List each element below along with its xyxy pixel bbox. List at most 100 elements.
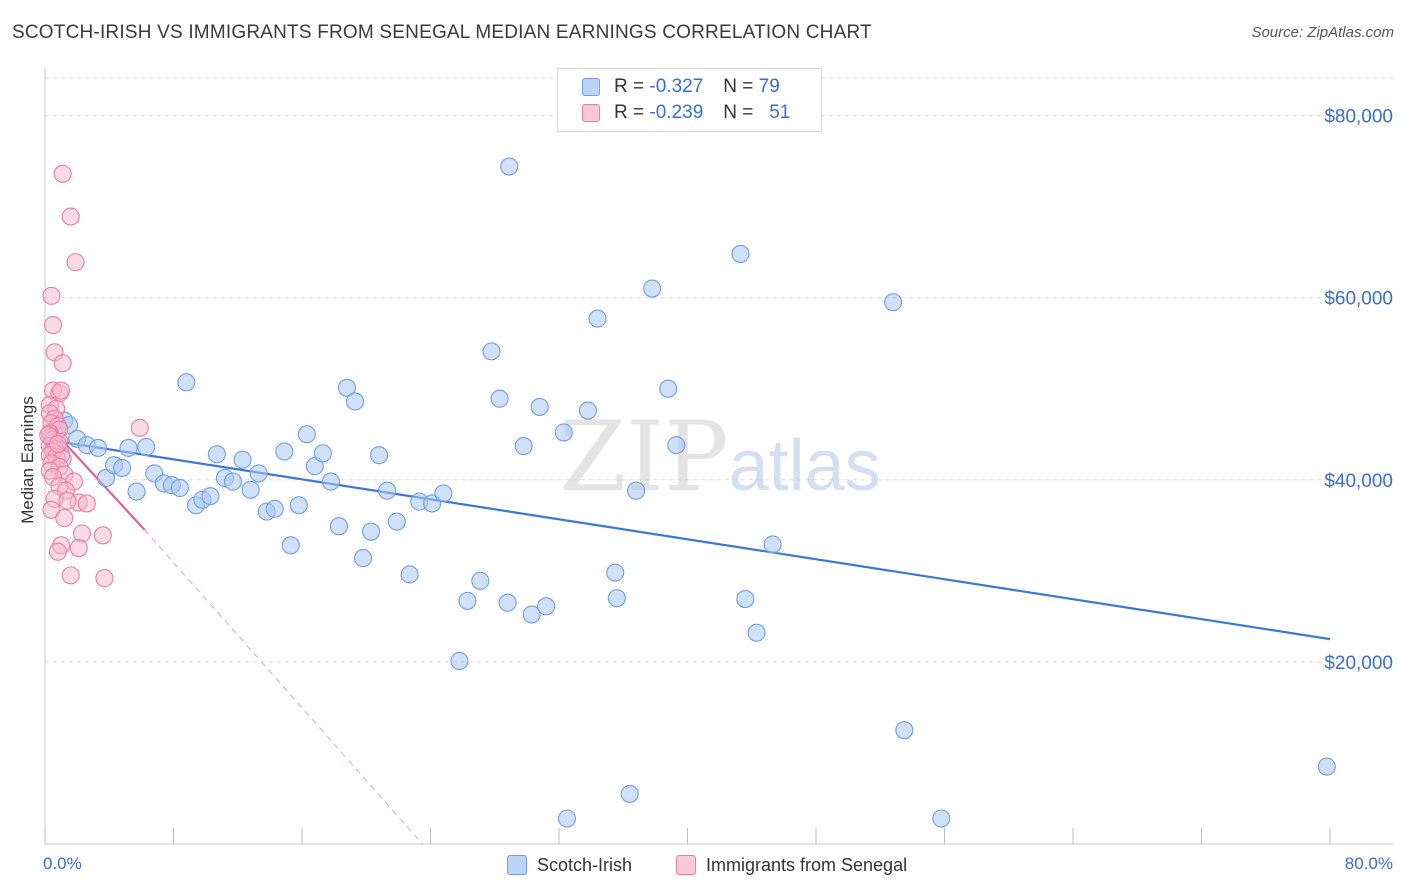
data-point-scotch-irish <box>119 438 138 457</box>
data-point-scotch-irish <box>500 157 519 176</box>
data-point-scotch-irish <box>607 589 626 608</box>
data-point-scotch-irish <box>223 472 242 491</box>
legend-n-value: 51 <box>769 102 791 123</box>
data-point-scotch-irish <box>207 445 226 464</box>
x-tick-labels: 0.0% 80.0% <box>43 854 1393 873</box>
data-point-senegal <box>130 418 149 437</box>
x-tick-label: 0.0% <box>43 854 82 873</box>
data-point-senegal <box>61 207 80 226</box>
data-point-scotch-irish <box>297 425 316 444</box>
legend-swatch-pink <box>582 104 600 122</box>
data-point-scotch-irish <box>522 605 541 624</box>
data-point-scotch-irish <box>659 379 678 398</box>
data-point-scotch-irish <box>763 535 782 554</box>
trend-line-senegal-dashed <box>144 529 423 845</box>
data-point-scotch-irish <box>627 481 646 500</box>
data-point-scotch-irish <box>884 293 903 312</box>
watermark-atlas: atlas <box>729 426 881 506</box>
legend-n-value: 79 <box>758 76 780 97</box>
data-point-scotch-irish <box>498 593 517 612</box>
data-point-scotch-irish <box>747 623 766 642</box>
data-point-scotch-irish <box>667 436 686 455</box>
data-point-senegal <box>55 508 74 528</box>
series-senegal <box>39 164 149 588</box>
data-point-senegal <box>43 315 63 335</box>
data-point-scotch-irish <box>275 442 294 461</box>
legend-n-label: N = <box>723 102 754 123</box>
source-credit: Source: ZipAtlas.com <box>1251 24 1394 41</box>
data-point-senegal <box>93 526 112 545</box>
data-point-scotch-irish <box>233 450 252 469</box>
data-point-scotch-irish <box>423 494 442 513</box>
data-point-scotch-irish <box>643 279 662 298</box>
data-point-scotch-irish <box>530 397 549 416</box>
y-tick-labels: $20,000 $40,000 $60,000 $80,000 <box>1324 107 1393 674</box>
legend-n-label: N = <box>723 76 754 97</box>
data-point-scotch-irish <box>353 549 373 568</box>
bottom-swatch-pink <box>676 855 696 875</box>
series-scotch-irish <box>43 157 1336 828</box>
data-point-scotch-irish <box>895 721 914 740</box>
data-point-scotch-irish <box>337 378 357 397</box>
data-point-scotch-irish <box>490 389 509 408</box>
data-point-senegal <box>77 494 96 513</box>
data-point-scotch-irish <box>113 458 132 477</box>
y-tick-label: $20,000 <box>1324 653 1393 674</box>
data-point-senegal <box>52 381 71 400</box>
data-point-scotch-irish <box>289 496 308 515</box>
data-point-scotch-irish <box>620 784 639 803</box>
data-point-scotch-irish <box>606 563 625 582</box>
data-point-scotch-irish <box>471 571 490 590</box>
legend-row-scotch-irish: R = -0.327 N = 79 <box>582 74 780 100</box>
data-point-scotch-irish <box>731 244 750 263</box>
data-point-senegal <box>48 542 67 561</box>
data-point-scotch-irish <box>378 481 397 500</box>
data-point-scotch-irish <box>578 401 597 420</box>
data-point-scotch-irish <box>249 464 268 483</box>
data-point-scotch-irish <box>305 457 324 476</box>
chart-title: SCOTCH-IRISH VS IMMIGRANTS FROM SENEGAL … <box>12 22 872 43</box>
legend: R = -0.327 N = 79 R = -0.239 N = 51 <box>557 68 822 132</box>
bottom-legend-scotch-irish: Scotch-Irish <box>507 852 632 878</box>
data-point-scotch-irish <box>1317 757 1336 776</box>
data-point-scotch-irish <box>96 468 116 487</box>
data-point-senegal <box>53 354 72 373</box>
data-point-scotch-irish <box>329 517 348 536</box>
bottom-legend-senegal: Immigrants from Senegal <box>676 852 907 878</box>
data-point-scotch-irish <box>400 565 419 584</box>
data-point-scotch-irish <box>458 591 477 610</box>
data-point-scotch-irish <box>88 438 108 457</box>
data-point-scotch-irish <box>177 373 196 392</box>
watermark: ZIPatlas <box>559 401 880 513</box>
data-point-scotch-irish <box>313 444 332 463</box>
data-point-scotch-irish <box>127 482 146 501</box>
data-point-scotch-irish <box>434 484 453 503</box>
legend-r-label: R = <box>614 76 645 97</box>
data-point-scotch-irish <box>450 651 469 671</box>
data-point-senegal <box>69 539 88 558</box>
data-point-senegal <box>53 164 72 183</box>
data-point-senegal <box>42 286 61 305</box>
bottom-legend-label: Scotch-Irish <box>537 854 633 875</box>
data-point-senegal <box>58 491 77 510</box>
data-point-scotch-irish <box>557 809 577 828</box>
data-point-scotch-irish <box>387 512 406 531</box>
data-point-scotch-irish <box>281 536 300 555</box>
legend-row-senegal: R = -0.239 N = 51 <box>582 100 790 126</box>
data-point-scotch-irish <box>370 446 389 465</box>
legend-r-label: R = <box>614 102 645 123</box>
data-point-senegal <box>61 566 80 585</box>
data-point-senegal <box>95 569 114 588</box>
data-point-senegal <box>42 500 61 519</box>
y-tick-label: $80,000 <box>1324 107 1393 128</box>
data-point-scotch-irish <box>137 437 156 457</box>
data-point-scotch-irish <box>588 309 607 328</box>
data-point-scotch-irish <box>345 392 365 411</box>
data-point-scotch-irish <box>482 342 501 361</box>
y-tick-label: $40,000 <box>1324 471 1393 492</box>
x-tick-label: 80.0% <box>1345 854 1393 873</box>
data-point-senegal <box>48 435 67 454</box>
data-point-scotch-irish <box>201 487 220 506</box>
bottom-swatch-blue <box>507 855 527 875</box>
